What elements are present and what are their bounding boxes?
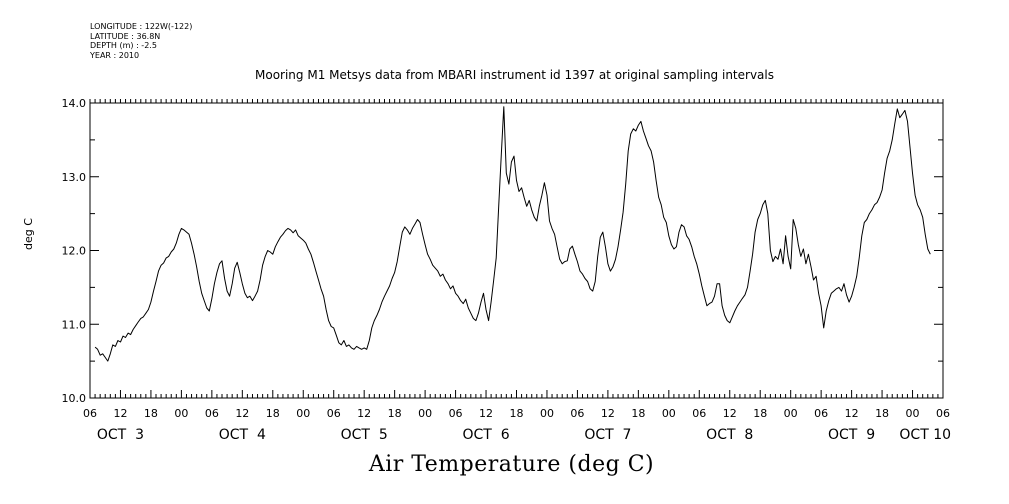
metadata-block: LONGITUDE : 122W(-122) LATITUDE : 36.8N … xyxy=(90,22,192,60)
x-day-label: OCT 3 xyxy=(97,427,144,443)
x-tick-label: 00 xyxy=(174,407,188,420)
x-tick-label: 18 xyxy=(266,407,280,420)
y-tick-label: 14.0 xyxy=(62,97,87,110)
x-tick-label: 18 xyxy=(510,407,524,420)
depth-text: DEPTH (m) : -2.5 xyxy=(90,41,157,50)
x-tick-label: 00 xyxy=(784,407,798,420)
x-axis-label: Air Temperature (deg C) xyxy=(368,452,655,477)
x-day-label: OCT 4 xyxy=(219,427,266,443)
x-tick-label: 18 xyxy=(631,407,645,420)
x-tick-label: 06 xyxy=(449,407,463,420)
x-day-label: OCT 7 xyxy=(584,427,631,443)
x-day-label: OCT 6 xyxy=(462,427,509,443)
x-tick-label: 06 xyxy=(327,407,341,420)
x-tick-label: 18 xyxy=(875,407,889,420)
x-tick-label: 12 xyxy=(479,407,493,420)
chart-title: Mooring M1 Metsys data from MBARI instru… xyxy=(255,68,774,82)
x-tick-label: 12 xyxy=(601,407,615,420)
y-axis: 10.0 11.0 12.0 13.0 14.0 xyxy=(62,97,943,405)
plot-frame xyxy=(89,102,944,399)
x-tick-label: 12 xyxy=(113,407,127,420)
x-tick-label: 00 xyxy=(418,407,432,420)
x-day-label: OCT 8 xyxy=(706,427,753,443)
y-tick-label: 10.0 xyxy=(62,392,87,405)
x-day-label: OCT 5 xyxy=(341,427,388,443)
x-axis: 06 12 18 00 06 12 18 00 06 12 18 00 06 12 18 00 06 12 18 00… xyxy=(83,99,951,443)
x-tick-label: 12 xyxy=(723,407,737,420)
y-tick-label: 12.0 xyxy=(62,245,87,258)
y-tick-label: 13.0 xyxy=(62,171,87,184)
series-line-air-temperature xyxy=(94,106,931,362)
x-day-label: OCT 10 xyxy=(899,427,951,443)
series-group xyxy=(94,106,931,362)
x-tick-label: 00 xyxy=(540,407,554,420)
x-tick-label: 06 xyxy=(814,407,828,420)
x-tick-label: 18 xyxy=(144,407,158,420)
x-tick-label: 12 xyxy=(235,407,249,420)
x-tick-label: 06 xyxy=(205,407,219,420)
x-tick-label: 06 xyxy=(936,407,950,420)
x-tick-label: 12 xyxy=(845,407,859,420)
x-tick-label: 12 xyxy=(357,407,371,420)
longitude-text: LONGITUDE : 122W(-122) xyxy=(90,22,193,31)
x-tick-label: 06 xyxy=(83,407,97,420)
x-tick-label: 18 xyxy=(388,407,402,420)
x-tick-label: 00 xyxy=(906,407,920,420)
x-tick-label: 06 xyxy=(570,407,584,420)
y-tick-label: 11.0 xyxy=(62,318,87,331)
year-text: YEAR : 2010 xyxy=(90,50,140,60)
x-tick-label: 18 xyxy=(753,407,767,420)
latitude-text: LATITUDE : 36.8N xyxy=(90,31,161,41)
x-tick-label: 00 xyxy=(296,407,310,420)
x-tick-label: 06 xyxy=(692,407,706,420)
x-day-label: OCT 9 xyxy=(828,427,875,443)
x-tick-label: 00 xyxy=(662,407,676,420)
